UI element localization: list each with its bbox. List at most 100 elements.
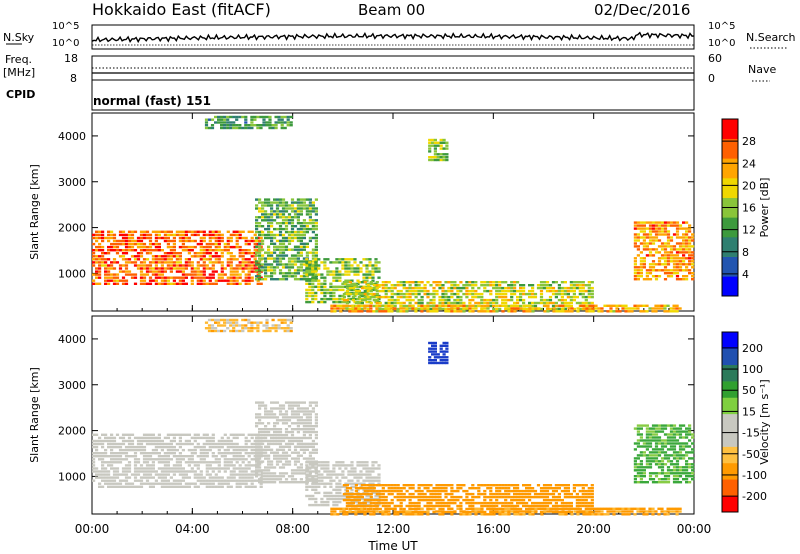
range-cell [157,436,161,440]
range-cell [344,273,348,276]
range-cell [247,126,251,130]
range-cell [258,430,262,434]
range-cell [414,307,418,310]
range-cell [504,286,508,290]
range-cell [323,503,327,507]
range-cell [447,281,451,284]
range-cell [278,442,283,446]
range-cell [112,445,117,449]
range-cell [104,267,108,270]
range-cell [314,291,318,295]
range-cell [284,410,289,413]
range-cell [244,448,248,452]
range-cell [468,289,472,293]
range-cell [314,251,318,254]
range-cell [354,492,358,496]
range-cell [270,401,274,404]
range-cell [290,478,295,481]
range-cell [308,236,312,240]
power-region [255,198,318,281]
range-cell [450,510,454,514]
range-cell [273,257,277,260]
range-cell [432,504,436,508]
range-cell [372,484,376,487]
range-cell [187,482,191,485]
range-cell [399,304,403,307]
range-cell [471,498,475,502]
velocity-region [92,433,263,488]
range-cell [261,257,265,260]
range-cell [264,481,268,484]
range-cell [95,267,99,270]
range-cell [217,467,221,470]
range-cell [250,279,254,282]
range-cell [314,264,318,267]
range-cell [142,233,147,237]
range-cell [107,273,111,276]
range-cell [308,261,312,264]
range-cell [267,475,271,478]
range-cell [130,433,135,436]
range-cell [329,285,333,288]
range-cell [369,501,373,505]
range-cell [169,258,173,261]
range-cell [489,301,493,305]
range-cell [675,230,680,233]
range-cell [270,263,274,266]
range-cell [447,310,451,313]
range-cell [284,272,289,275]
range-cell [342,484,346,487]
range-cell [241,473,245,476]
range-cell [290,413,295,416]
range-cell [402,304,406,308]
range-cell [258,407,262,410]
range-cell [420,295,424,299]
range-cell [384,301,388,305]
range-cell [148,239,153,243]
range-cell [92,442,96,446]
range-cell [151,476,155,479]
range-cell [302,401,306,404]
range-cell [270,257,274,260]
range-cell [104,273,108,276]
range-cell [104,439,108,443]
range-cell [130,439,135,443]
range-cell [359,464,363,467]
range-cell [220,276,224,279]
range-cell [335,261,339,264]
range-cell [387,307,391,310]
range-cell [353,285,357,288]
range-cell [305,282,309,285]
range-cell [270,207,274,210]
range-cell [356,464,360,467]
range-cell [531,301,535,305]
range-cell [507,484,511,487]
range-cell [351,507,355,510]
range-cell [685,230,689,233]
range-cell [442,141,446,144]
range-cell [112,482,117,485]
range-cell [267,445,271,448]
range-cell [287,216,292,219]
range-cell [672,248,677,251]
range-cell [181,233,185,237]
range-cell [255,451,259,454]
range-cell [210,124,215,127]
range-cell [654,278,659,281]
range-cell [184,276,188,279]
range-cell [311,428,315,431]
range-cell [110,476,114,479]
range-cell [314,213,318,216]
range-cell [320,276,324,279]
range-cell [118,255,123,258]
range-cell [107,233,111,237]
range-cell [356,279,360,282]
range-cell [133,467,138,470]
range-cell [232,124,236,127]
range-cell [283,121,287,124]
range-cell [360,307,364,311]
range-cell [166,479,170,482]
range-cell [255,260,259,263]
range-cell [335,300,339,304]
range-cell [280,126,284,130]
